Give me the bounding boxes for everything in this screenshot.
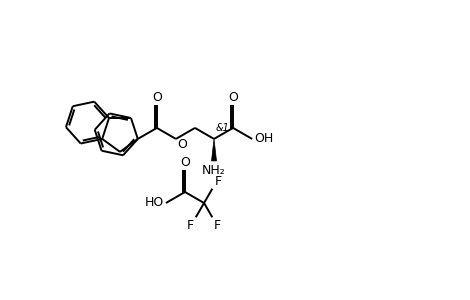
Text: OH: OH [254,132,274,146]
Text: F: F [187,219,194,232]
Polygon shape [212,139,217,161]
Text: HO: HO [145,196,164,209]
Text: O: O [152,91,162,104]
Text: NH₂: NH₂ [202,164,226,177]
Text: O: O [228,91,238,104]
Text: &1: &1 [216,123,230,133]
Text: O: O [180,156,190,169]
Text: O: O [177,138,187,151]
Text: F: F [213,219,220,232]
Text: F: F [214,175,221,188]
